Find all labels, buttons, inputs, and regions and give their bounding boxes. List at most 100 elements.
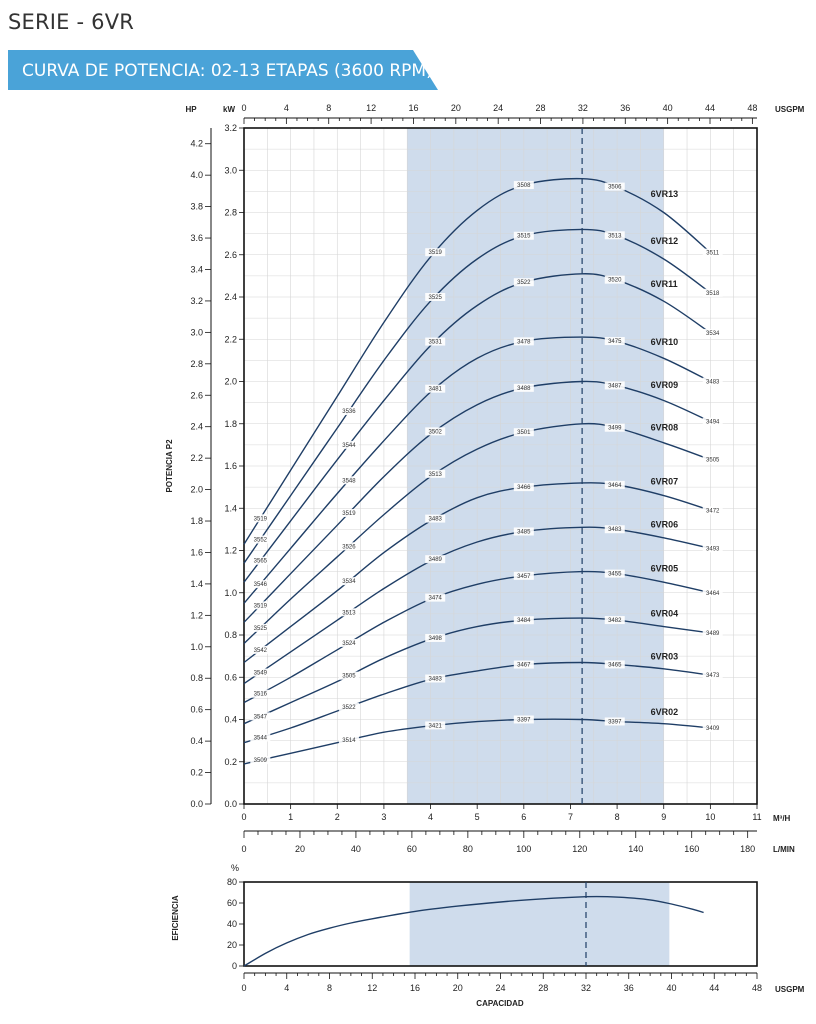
curve-value-label: 3409: [706, 726, 720, 732]
curve-value-label-bg: [702, 628, 723, 637]
curve-value-label: 3499: [608, 426, 622, 432]
curve-value-label: 3519: [429, 250, 443, 256]
curve-value-label: 3525: [254, 626, 268, 632]
curve-value-label: 3474: [429, 596, 443, 602]
curve-value-label: 3531: [429, 340, 443, 346]
m3h-tick-label: 8: [615, 812, 620, 822]
curve-value-label: 3514: [342, 738, 356, 744]
power-curve-6vr06: [243, 526, 711, 685]
curve-value-label-bg: [604, 337, 625, 346]
lmin-tick-label: 160: [684, 844, 699, 854]
curve-value-label: 3526: [342, 544, 356, 550]
hp-tick-label: 3.2: [190, 296, 203, 306]
curve-value-label: 3483: [608, 527, 622, 533]
curve-value-label-bg: [513, 428, 534, 437]
hp-tick-label: 1.2: [190, 610, 203, 620]
curve-value-label-bg: [513, 527, 534, 536]
hp-tick-label: 3.4: [190, 264, 203, 274]
curve-value-label: 3473: [706, 673, 720, 679]
eff-x-tick-label: 44: [709, 983, 719, 993]
m3h-tick-label: 5: [475, 812, 480, 822]
eff-y-tick-label: 80: [227, 877, 237, 887]
hp-tick-label: 1.0: [190, 642, 203, 652]
curve-value-label-bg: [513, 231, 534, 240]
curve-value-label: 3472: [706, 508, 720, 514]
eff-x-tick-label: 20: [453, 983, 463, 993]
curve-value-label-bg: [604, 423, 625, 432]
hp-tick-label: 1.6: [190, 547, 203, 557]
m3h-unit-label: M³/H: [773, 814, 791, 823]
curve-value-label: 3484: [517, 618, 531, 624]
lmin-tick-label: 40: [351, 844, 361, 854]
efficiency-curve: [243, 895, 704, 967]
curve-value-label-bg: [604, 660, 625, 669]
curve-value-label-bg: [702, 506, 723, 515]
curve-value-label-bg: [338, 476, 359, 485]
m3h-tick-label: 11: [752, 812, 761, 822]
curve-value-label-bg: [702, 288, 723, 297]
kw-tick-label: 3.2: [224, 123, 237, 133]
curve-value-label-bg: [513, 337, 534, 346]
curve-value-label-bg: [702, 328, 723, 337]
eff-x-tick-label: 4: [284, 983, 289, 993]
curve-value-label-bg: [250, 712, 271, 721]
hp-tick-label: 1.4: [190, 579, 203, 589]
curve-value-label: 3397: [608, 719, 622, 725]
eff-y-tick-label: 60: [227, 898, 237, 908]
curve-value-label-bg: [338, 509, 359, 518]
hp-tick-label: 2.2: [190, 453, 203, 463]
kw-tick-label: 2.2: [224, 334, 237, 344]
curve-value-label: 3534: [706, 331, 720, 337]
lmin-tick-label: 140: [628, 844, 643, 854]
lmin-tick-label: 20: [295, 844, 305, 854]
curve-model-label: 6VR04: [651, 609, 679, 619]
curve-value-label-bg: [250, 733, 271, 742]
kw-unit-label: kW: [223, 105, 235, 114]
lmin-tick-label: 60: [407, 844, 417, 854]
curve-value-label: 3483: [429, 517, 443, 523]
curve-value-label: 3519: [342, 511, 356, 517]
curve-value-label: 3525: [429, 295, 443, 301]
curve-value-label-bg: [513, 571, 534, 580]
curve-value-label: 3506: [608, 185, 622, 191]
curve-value-label-bg: [702, 671, 723, 680]
curve-value-label: 3516: [254, 692, 268, 698]
curve-value-label: 3522: [517, 280, 531, 286]
usgpm-tick-label: 8: [326, 103, 331, 113]
curve-value-label-bg: [425, 721, 446, 730]
curve-value-label: 3509: [254, 758, 268, 764]
curve-model-label: 6VR05: [651, 564, 679, 574]
curve-value-label-bg: [250, 645, 271, 654]
curve-value-label-bg: [338, 440, 359, 449]
curve-value-label: 3546: [254, 582, 268, 588]
eff-x-tick-label: 0: [241, 983, 246, 993]
curve-value-label: 3475: [608, 339, 622, 345]
usgpm-unit-label: USGPM: [775, 105, 805, 114]
kw-tick-label: 2.0: [224, 377, 237, 387]
m3h-tick-label: 0: [241, 812, 246, 822]
curve-value-label: 3536: [342, 409, 356, 415]
curve-value-label-bg: [604, 182, 625, 191]
curve-value-label: 3481: [429, 387, 443, 393]
curve-value-label: 3488: [517, 386, 531, 392]
curve-value-label-bg: [338, 608, 359, 617]
curve-value-label: 3552: [254, 538, 268, 544]
curve-value-label-bg: [425, 384, 446, 393]
kw-tick-label: 0.8: [224, 630, 237, 640]
curve-value-label: 3467: [517, 663, 531, 669]
curve-value-label: 3397: [517, 718, 531, 724]
power-curve-6vr05: [243, 570, 711, 704]
curve-value-label-bg: [604, 480, 625, 489]
eff-operating-band: [409, 882, 670, 966]
eff-x-tick-label: 28: [538, 983, 548, 993]
hp-tick-label: 0.0: [190, 799, 203, 809]
curve-value-label-bg: [250, 668, 271, 677]
curve-value-label: 3542: [254, 648, 268, 654]
curve-value-label: 3513: [608, 233, 622, 239]
m3h-tick-label: 9: [661, 812, 666, 822]
kw-tick-label: 1.2: [224, 546, 237, 556]
curve-value-label: 3518: [706, 291, 720, 297]
curve-value-label: 3501: [517, 430, 531, 436]
curve-value-label: 3466: [517, 485, 531, 491]
